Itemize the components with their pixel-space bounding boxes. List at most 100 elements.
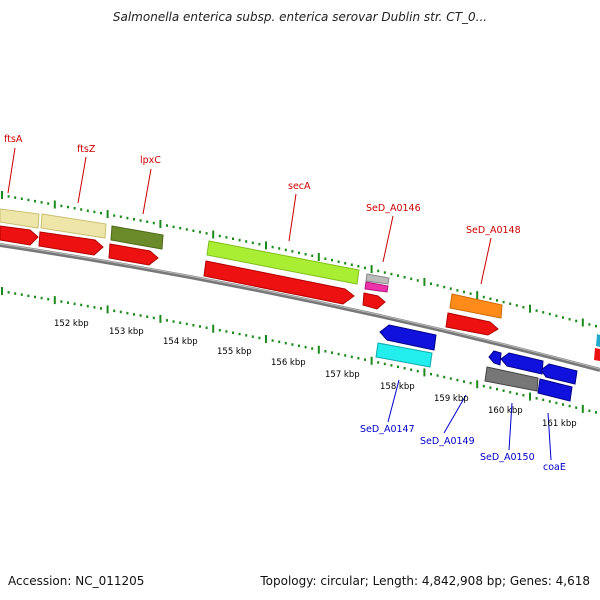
tick-mark <box>377 361 380 364</box>
tick-mark <box>581 404 584 413</box>
tick-mark <box>403 276 406 279</box>
gene-label-SeD_A0149[interactable]: SeD_A0149 <box>420 436 475 447</box>
gene-SeD_A0150-feature[interactable] <box>484 366 539 392</box>
tick-mark <box>192 229 195 232</box>
gene-SeD_A0148-cds[interactable] <box>445 312 499 336</box>
SeD_A0150-leader <box>508 402 513 451</box>
tick-mark <box>357 357 360 360</box>
tick-mark <box>284 248 287 252</box>
gene-label-SeD_A0146[interactable]: SeD_A0146 <box>366 203 421 214</box>
tick-mark <box>60 204 63 208</box>
tick-mark <box>463 290 465 294</box>
tick-mark <box>133 313 135 316</box>
kbp-label: 156 kbp <box>271 358 306 368</box>
gene-SeD_A0146-cds[interactable] <box>362 292 386 310</box>
tick-mark <box>542 311 545 314</box>
kbp-label: 158 kbp <box>380 382 415 392</box>
gene-label-ftsA[interactable]: ftsA <box>4 134 23 145</box>
gene-secA-feature[interactable] <box>206 240 360 285</box>
tick-mark <box>482 295 485 299</box>
upper-tick-track <box>1 191 597 328</box>
SeD_A0146-leader <box>382 215 394 263</box>
tick-mark <box>324 350 327 353</box>
tick-mark <box>271 339 274 342</box>
tick-mark <box>575 406 578 409</box>
tick-mark <box>416 369 419 373</box>
gene-label-ftsZ[interactable]: ftsZ <box>77 144 96 155</box>
gene-edge-red-cds[interactable] <box>594 348 600 361</box>
tick-mark <box>133 218 135 221</box>
tick-mark <box>205 232 208 235</box>
tick-mark <box>423 368 426 377</box>
gene-SeD_A0147-feature[interactable] <box>375 342 433 368</box>
tick-mark <box>238 238 241 242</box>
tick-mark <box>7 291 10 294</box>
tick-mark <box>317 345 320 354</box>
gene-SeD_A0149-cds[interactable] <box>488 350 502 366</box>
tick-mark <box>337 352 340 356</box>
gene-label-lpxC[interactable]: lpxC <box>140 155 161 166</box>
tick-mark <box>298 251 300 255</box>
tick-mark <box>185 228 188 231</box>
tick-mark <box>364 266 366 270</box>
gene-label-secA[interactable]: secA <box>288 181 311 192</box>
gene-ftsA-cds[interactable] <box>0 225 39 246</box>
tick-mark <box>205 326 208 329</box>
gene-edge-cyan-feature[interactable] <box>596 334 600 347</box>
tick-mark <box>212 324 215 333</box>
gene-ftsZ-cds[interactable] <box>38 231 104 256</box>
tick-mark <box>119 310 122 314</box>
tick-mark <box>67 205 69 209</box>
tick-mark <box>331 351 333 354</box>
gene-SeD_A0150-cds[interactable] <box>500 352 544 375</box>
tick-mark <box>126 311 129 315</box>
tick-mark <box>436 284 439 287</box>
gene-SeD_A0146-feature[interactable] <box>365 273 390 285</box>
gene-SeD_A0147-cds[interactable] <box>379 324 437 351</box>
gene-label-SeD_A0148[interactable]: SeD_A0148 <box>466 225 521 236</box>
gene-coaE-cds[interactable] <box>540 363 578 385</box>
tick-mark <box>212 230 215 239</box>
gene-SeD_A0148-feature[interactable] <box>449 293 503 319</box>
tick-mark <box>403 367 406 370</box>
gene-label-coaE[interactable]: coaE <box>543 462 566 473</box>
lower-tick-track <box>1 287 597 414</box>
tick-mark <box>278 340 281 344</box>
kbp-label: 154 kbp <box>163 337 198 347</box>
gene-label-SeD_A0147[interactable]: SeD_A0147 <box>360 424 415 435</box>
tick-mark <box>172 225 175 229</box>
gene-ftsZ-feature[interactable] <box>40 213 107 239</box>
tick-mark <box>443 375 446 379</box>
tick-mark <box>80 303 83 307</box>
tick-mark <box>232 331 234 334</box>
gene-ftsA-feature[interactable] <box>0 208 40 229</box>
tick-mark <box>199 230 201 234</box>
gene-lpxC-feature[interactable] <box>110 225 164 250</box>
tick-mark <box>20 293 23 296</box>
tick-mark <box>476 291 479 300</box>
topology-text: Topology: circular; Length: 4,842,908 bp… <box>259 574 590 588</box>
gene-label-SeD_A0150[interactable]: SeD_A0150 <box>480 452 535 463</box>
gene-lpxC-cds[interactable] <box>108 243 159 266</box>
gene-secA-cds[interactable] <box>203 260 355 305</box>
tick-mark <box>548 312 551 316</box>
tick-mark <box>1 191 3 199</box>
tick-mark <box>225 330 228 333</box>
tick-mark <box>251 241 254 245</box>
tick-mark <box>410 277 413 281</box>
tick-mark <box>1 287 3 295</box>
tick-mark <box>390 364 393 367</box>
map-title: Salmonella enterica subsp. enterica sero… <box>113 10 487 24</box>
tick-mark <box>106 305 109 314</box>
tick-mark <box>502 300 505 304</box>
gene-SeD_A0146-feature2[interactable] <box>364 281 389 293</box>
tick-mark <box>185 322 188 326</box>
tick-mark <box>509 391 512 394</box>
tick-mark <box>53 200 56 209</box>
gene-coaE-feature[interactable] <box>537 378 573 402</box>
tick-mark <box>469 292 472 295</box>
tick-mark <box>218 234 221 238</box>
tick-mark <box>555 314 558 318</box>
tick-mark <box>476 380 479 389</box>
tick-mark <box>47 298 50 301</box>
